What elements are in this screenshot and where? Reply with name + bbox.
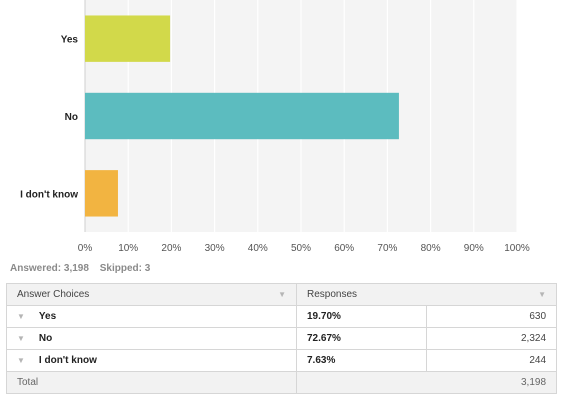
table-row: ▼ I don't know 7.63% 244 xyxy=(6,349,558,372)
category-labels: Yes No I don't know xyxy=(20,35,78,201)
bar[interactable] xyxy=(85,15,171,62)
response-count: 630 xyxy=(425,305,558,328)
answer-choice-cell: ▼ I don't know xyxy=(6,349,297,372)
sort-caret-icon[interactable]: ▼ xyxy=(278,290,286,299)
category-label: No xyxy=(65,112,78,123)
answer-choices-header[interactable]: Answer Choices ▼ xyxy=(6,283,297,306)
response-count: 244 xyxy=(425,349,558,372)
answered-count: Answered: 3,198 xyxy=(10,263,89,274)
x-tick-label: 100% xyxy=(504,243,530,254)
response-count: 2,324 xyxy=(425,327,558,350)
x-tick-label: 20% xyxy=(161,243,181,254)
table-row: ▼ No 72.67% 2,324 xyxy=(6,327,558,350)
x-tick-label: 70% xyxy=(377,243,397,254)
x-tick-labels: 0% 10% 20% 30% 40% 50% 60% 70% 80% 90% 100% xyxy=(78,243,530,254)
x-tick-label: 30% xyxy=(205,243,225,254)
total-row: Total 3,198 xyxy=(6,371,558,394)
response-percent: 7.63% xyxy=(296,349,427,372)
answer-choice-cell: ▼ No xyxy=(6,327,297,350)
bar-chart: Yes No I don't know 0% 10% 20% 30% 40% 50% 60% 70… xyxy=(20,0,530,254)
responses-header[interactable]: Responses ▼ xyxy=(295,283,558,306)
bar[interactable] xyxy=(85,170,118,217)
bar[interactable] xyxy=(85,92,399,140)
responses-header-label: Responses xyxy=(307,289,358,300)
table-row: ▼ Yes 19.70% 630 xyxy=(6,305,558,328)
total-label: Total xyxy=(6,371,297,394)
x-tick-label: 10% xyxy=(118,243,138,254)
response-percent: 19.70% xyxy=(296,305,427,328)
answer-choice-cell: ▼ Yes xyxy=(6,305,297,328)
response-percent: 72.67% xyxy=(296,327,427,350)
sort-caret-icon[interactable]: ▼ xyxy=(538,290,547,299)
row-caret-icon[interactable]: ▼ xyxy=(17,312,25,321)
skipped-count: Skipped: 3 xyxy=(99,263,151,274)
x-tick-label: 60% xyxy=(334,243,354,254)
bars xyxy=(85,15,399,217)
category-label: Yes xyxy=(61,35,79,46)
x-tick-label: 40% xyxy=(248,243,268,254)
answer-choice-label: No xyxy=(38,333,53,344)
answer-choice-label: I don't know xyxy=(38,355,97,366)
responses-table: Answer Choices ▼ Responses ▼ ▼ Yes 19.70%… xyxy=(6,283,558,394)
answer-choice-label: Yes xyxy=(38,311,57,322)
total-count: 3,198 xyxy=(295,371,558,394)
x-tick-label: 90% xyxy=(464,243,484,254)
row-caret-icon[interactable]: ▼ xyxy=(17,334,25,343)
x-tick-label: 0% xyxy=(78,243,93,254)
response-summary: Answered: 3,198 Skipped: 3 xyxy=(10,263,158,274)
category-label: I don't know xyxy=(20,189,78,200)
x-tick-label: 80% xyxy=(421,243,441,254)
row-caret-icon[interactable]: ▼ xyxy=(17,356,25,365)
answer-choices-header-label: Answer Choices xyxy=(17,289,90,300)
x-tick-label: 50% xyxy=(291,243,311,254)
table-header-row: Answer Choices ▼ Responses ▼ xyxy=(6,283,558,306)
